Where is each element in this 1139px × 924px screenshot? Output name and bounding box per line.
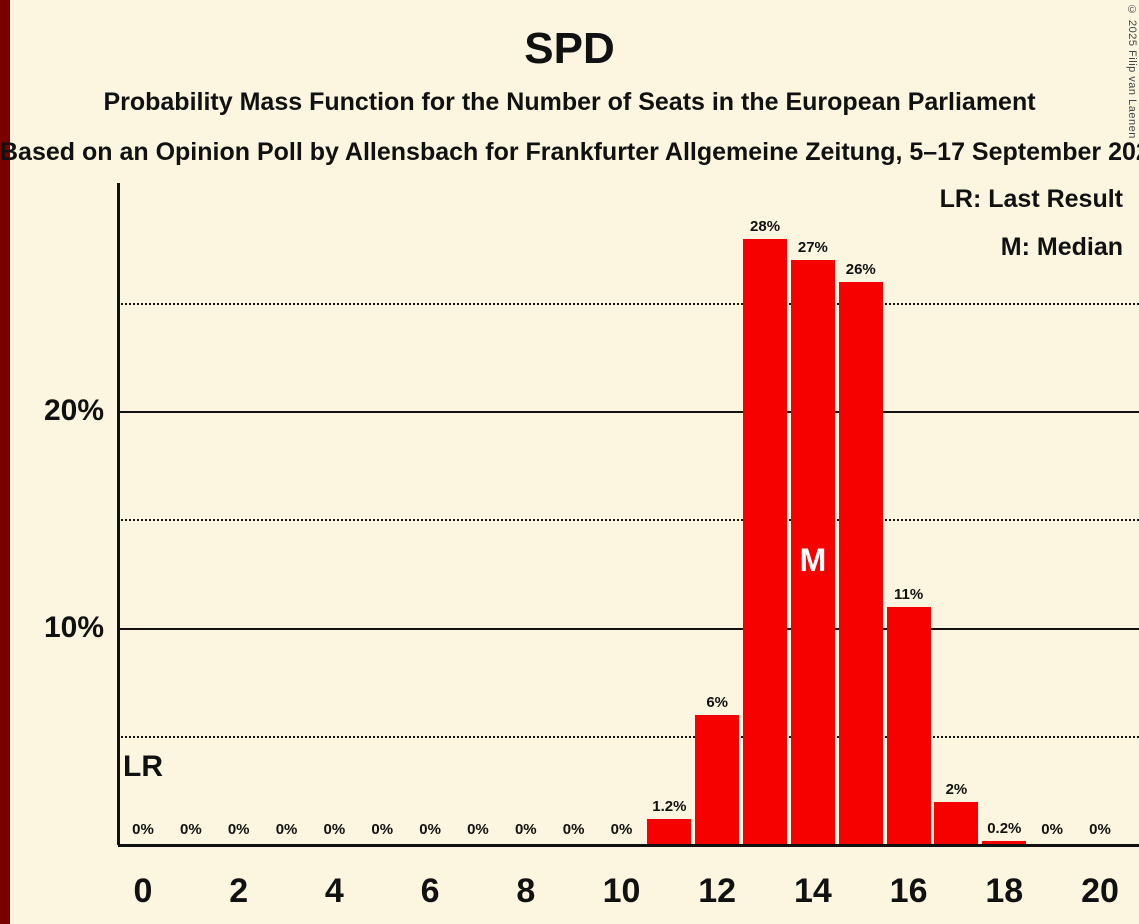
x-tick-label: 12 (698, 872, 737, 910)
gridline-solid (118, 411, 1139, 413)
bar-value-label: 1.2% (652, 798, 687, 816)
bar-value-label: 26% (845, 261, 876, 279)
y-axis-line (117, 183, 120, 845)
bar-value-label: 0% (132, 821, 154, 838)
bar-value-label: 11% (893, 585, 924, 603)
bar-value-label: 0% (562, 821, 585, 838)
page-title: SPD (524, 24, 615, 73)
bar (934, 801, 979, 845)
x-tick-label: 8 (516, 872, 536, 910)
bar (790, 260, 835, 845)
bar-value-label: 6% (706, 694, 729, 712)
x-tick-label: 6 (420, 872, 440, 910)
x-tick-label: 18 (985, 872, 1024, 910)
legend-last-result: LR: Last Result (939, 185, 1123, 213)
x-tick-label: 0 (133, 872, 153, 910)
x-tick-label: 16 (889, 872, 928, 910)
gridline-solid (118, 627, 1139, 630)
bar (743, 238, 788, 845)
gridline-dotted (118, 519, 1139, 522)
chart-source-text: Based on an Opinion Poll by Allensbach f… (0, 138, 1139, 166)
bar-value-label: 0% (419, 821, 441, 838)
bar-value-label: 27% (797, 239, 828, 257)
bar-value-label: 0% (1089, 821, 1111, 838)
bar-value-label: 0% (467, 821, 489, 838)
bar (695, 715, 740, 845)
x-tick-label: 20 (1081, 872, 1119, 910)
last-result-label: LR (123, 750, 163, 783)
legend-median: M: Median (1000, 233, 1123, 261)
gridline-dotted (118, 735, 1139, 738)
bar-value-label: 0% (180, 821, 202, 838)
chart-source-line: Based on an Opinion Poll by Allensbach f… (0, 138, 1139, 176)
bar (647, 819, 692, 845)
bar-value-label: 28% (750, 217, 781, 235)
bar (838, 282, 883, 845)
y-tick-label: 20% (43, 394, 104, 427)
median-marker-label: M (799, 542, 827, 578)
x-tick-label: 2 (229, 872, 249, 910)
chart-subtitle: Probability Mass Function for the Number… (103, 88, 1036, 116)
bar-value-label: 0% (227, 821, 250, 838)
x-tick-label: 10 (602, 872, 641, 910)
bar-value-label: 0% (610, 821, 633, 838)
left-border-strip (0, 0, 10, 924)
bar (982, 840, 1027, 845)
bar-value-label: 0% (371, 821, 394, 838)
bar-value-label: 0% (514, 821, 537, 838)
gridline-dotted (118, 302, 1139, 305)
bar-value-label: 2% (945, 780, 968, 798)
y-tick-label: 10% (43, 610, 104, 644)
copyright-text: © 2025 Filip van Laenen (1126, 4, 1138, 139)
bar-value-label: 0.2% (987, 819, 1022, 837)
bar (886, 606, 931, 845)
x-axis-line (118, 844, 1139, 847)
x-tick-label: 14 (793, 872, 832, 910)
bar-value-label: 0% (323, 821, 346, 838)
x-tick-label: 4 (324, 872, 344, 910)
bar-value-label: 0% (275, 821, 298, 838)
bar-value-label: 0% (1041, 821, 1063, 838)
